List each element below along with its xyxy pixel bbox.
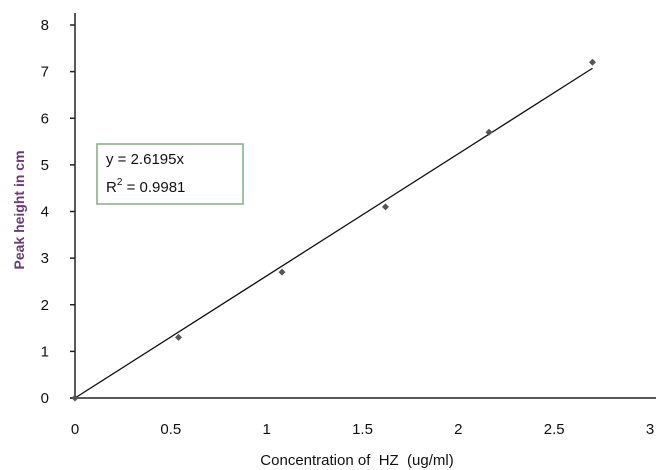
y-tick-label: 2 <box>41 297 49 314</box>
equation-text: y = 2.6195x <box>106 151 184 168</box>
x-tick-label: 2.5 <box>544 421 565 438</box>
data-point <box>485 128 493 136</box>
x-tick-label: 3 <box>646 421 654 438</box>
y-tick-label: 8 <box>41 17 49 34</box>
y-tick-label: 6 <box>41 110 49 127</box>
x-tick-label: 0.5 <box>160 421 181 438</box>
data-point <box>589 58 596 66</box>
x-tick-label: 0 <box>71 421 79 438</box>
y-tick-label: 1 <box>41 343 49 360</box>
data-point <box>71 394 79 402</box>
y-tick-label: 0 <box>41 390 49 407</box>
equation-box <box>96 143 244 205</box>
data-point <box>278 268 286 276</box>
x-tick-label: 2 <box>454 421 462 438</box>
y-axis-label: Peak height in cm <box>11 150 27 269</box>
data-point <box>382 203 389 211</box>
trendline-group <box>74 67 593 399</box>
r-squared-prefix: R <box>106 179 117 196</box>
data-points <box>71 58 596 402</box>
x-tick-label: 1 <box>262 421 270 438</box>
y-axis: 0 1 2 3 4 5 6 7 8 <box>41 13 76 407</box>
r-squared-value: = 0.9981 <box>122 179 185 196</box>
r-squared-superscript: 2 <box>117 177 123 188</box>
regression-annotation: y = 2.6195x R2 = 0.9981 <box>96 143 244 205</box>
y-tick-label: 5 <box>41 157 49 174</box>
x-axis-label: Concentration of HZ (ug/ml) <box>260 452 453 469</box>
y-tick-label: 4 <box>41 204 49 221</box>
data-point <box>175 333 182 341</box>
x-tick-label: 1.5 <box>352 421 373 438</box>
y-tick-label: 3 <box>41 250 49 267</box>
y-tick-label: 7 <box>41 64 49 81</box>
trendline <box>74 67 593 399</box>
r-squared-text: R2 = 0.9981 <box>106 177 185 196</box>
x-axis: 0 0.5 1 1.5 2 2.5 3 <box>70 397 656 438</box>
